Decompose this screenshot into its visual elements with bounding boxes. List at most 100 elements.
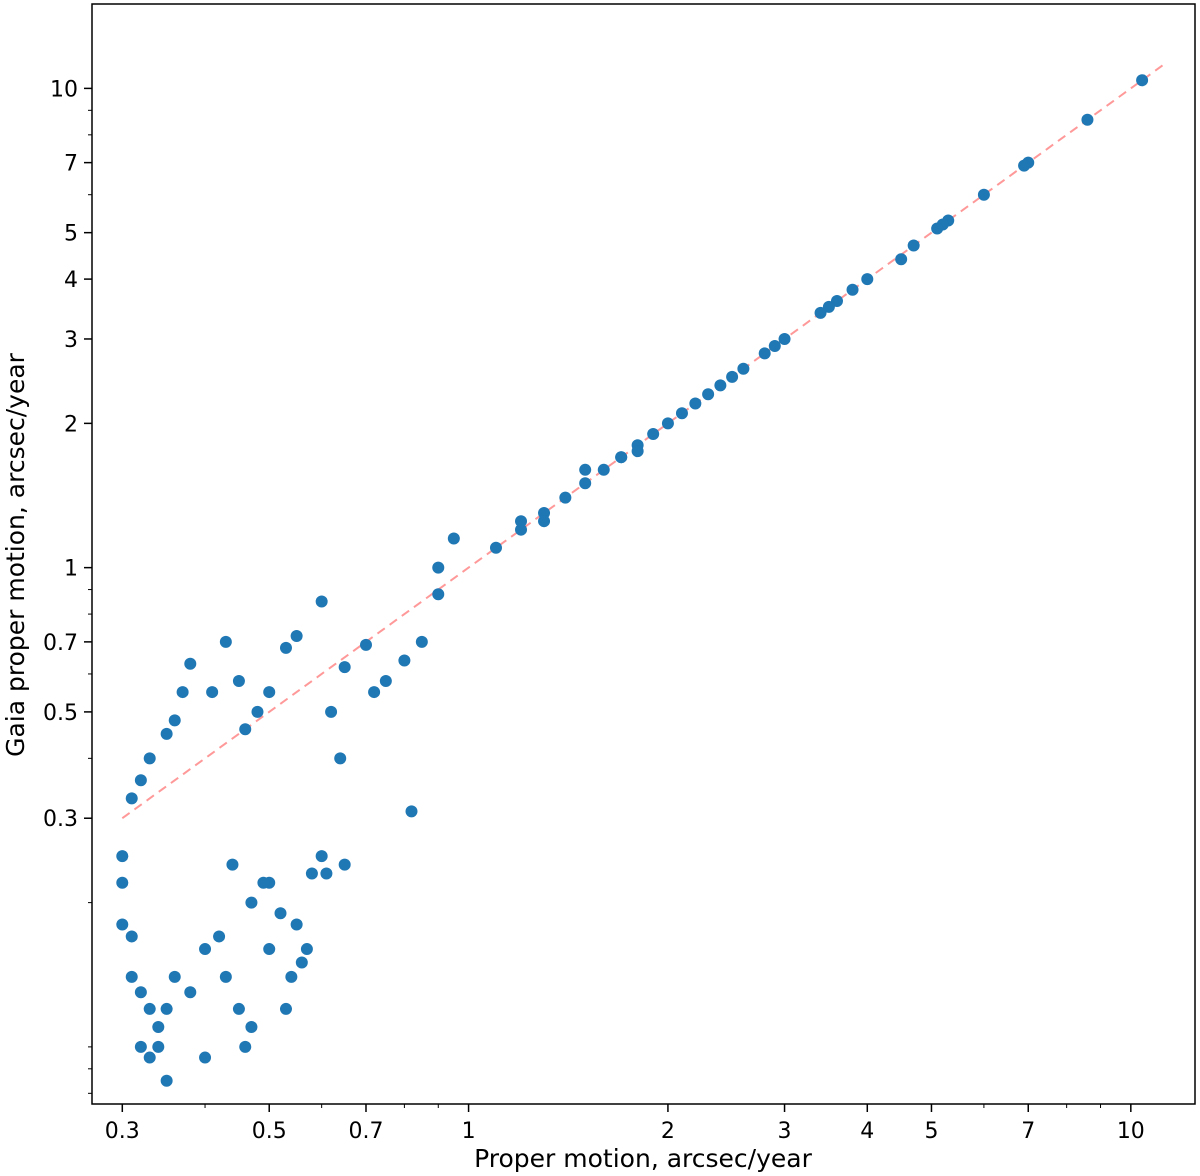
data-point — [768, 340, 781, 353]
data-point — [300, 943, 313, 956]
data-point — [647, 428, 660, 441]
data-point — [125, 930, 138, 943]
data-point — [325, 705, 338, 718]
x-tick-label: 10 — [1117, 1119, 1145, 1144]
plot-frame — [91, 3, 1196, 1105]
data-point — [398, 654, 411, 667]
data-point — [116, 918, 129, 931]
data-point — [226, 858, 239, 871]
data-point — [257, 876, 270, 889]
data-point — [675, 407, 688, 420]
data-point — [778, 332, 791, 345]
x-tick-label: 2 — [661, 1119, 675, 1144]
x-tick-label: 0.3 — [105, 1119, 140, 1144]
data-point — [432, 588, 445, 601]
x-tick-label: 5 — [924, 1119, 938, 1144]
data-point — [515, 523, 528, 536]
y-axis-label: Gaia proper motion, arcsec/year — [1, 352, 30, 757]
data-point — [199, 943, 212, 956]
data-point — [176, 686, 189, 699]
data-point — [368, 686, 381, 699]
data-point — [279, 1002, 292, 1015]
y-axis: 0.3 0.5 0.7 1 2 3 4 5 7 10 — [43, 77, 92, 1094]
data-point — [579, 463, 592, 476]
y-tick-label: 10 — [50, 77, 78, 102]
data-point — [125, 970, 138, 983]
x-tick-label: 7 — [1021, 1119, 1035, 1144]
data-point — [152, 1040, 165, 1053]
data-point — [758, 347, 771, 360]
data-point — [134, 1040, 147, 1053]
x-tick-label: 0.7 — [348, 1119, 383, 1144]
x-tick-label: 0.5 — [252, 1119, 287, 1144]
data-point — [295, 956, 308, 969]
data-point — [846, 283, 859, 296]
data-point — [160, 1002, 173, 1015]
y-tick-label: 0.7 — [43, 631, 78, 656]
data-point — [405, 805, 418, 818]
plot-background — [92, 4, 1195, 1104]
data-point — [907, 239, 920, 252]
data-point — [515, 515, 528, 528]
data-point — [489, 541, 502, 554]
data-point — [199, 1051, 212, 1064]
y-tick-label: 2 — [64, 412, 78, 437]
data-point — [134, 986, 147, 999]
data-point — [432, 561, 445, 574]
data-point — [143, 752, 156, 765]
data-point — [737, 362, 750, 375]
data-point — [726, 370, 739, 383]
data-point — [814, 306, 827, 319]
data-point — [206, 686, 219, 699]
data-point — [160, 1074, 173, 1087]
data-point — [232, 1002, 245, 1015]
data-point — [661, 417, 674, 430]
data-point — [379, 675, 392, 688]
data-point — [239, 1040, 252, 1053]
data-point — [615, 451, 628, 464]
data-point — [320, 867, 333, 880]
y-tick-label: 7 — [64, 152, 78, 177]
y-tick-label: 0.3 — [43, 807, 78, 832]
data-point — [219, 635, 232, 648]
scatter-points — [116, 74, 1149, 1087]
data-point — [143, 1002, 156, 1015]
data-point — [597, 463, 610, 476]
data-point — [279, 641, 292, 654]
data-point — [152, 1021, 165, 1034]
x-axis: 0.3 0.5 0.7 1 2 3 4 5 7 10 — [105, 1104, 1145, 1144]
identity-reference-line — [121, 62, 1167, 820]
y-tick-label: 0.5 — [43, 701, 78, 726]
data-point — [359, 638, 372, 651]
data-point — [334, 752, 347, 765]
data-point — [232, 675, 245, 688]
data-point — [168, 714, 181, 727]
data-point — [168, 970, 181, 983]
data-point — [895, 253, 908, 266]
data-point — [861, 273, 874, 286]
data-point — [290, 918, 303, 931]
data-point — [714, 379, 727, 392]
data-point — [559, 491, 572, 504]
y-tick-label: 3 — [64, 328, 78, 353]
data-point — [315, 850, 328, 863]
data-point — [274, 907, 287, 920]
y-tick-label: 1 — [64, 557, 78, 582]
data-point — [245, 896, 258, 909]
data-point — [631, 445, 644, 458]
data-point — [184, 986, 197, 999]
x-tick-label: 3 — [778, 1119, 792, 1144]
data-point — [125, 792, 138, 805]
data-point — [251, 705, 264, 718]
x-tick-label: 4 — [860, 1119, 874, 1144]
data-point — [315, 595, 328, 608]
data-point — [290, 630, 303, 643]
data-point — [184, 657, 197, 670]
x-axis-label: Proper motion, arcsec/year — [474, 1144, 812, 1173]
data-point — [116, 850, 129, 863]
data-point — [1136, 74, 1149, 87]
data-point — [977, 188, 990, 201]
data-point — [263, 686, 276, 699]
data-point — [931, 222, 944, 235]
x-tick-label: 1 — [462, 1119, 476, 1144]
